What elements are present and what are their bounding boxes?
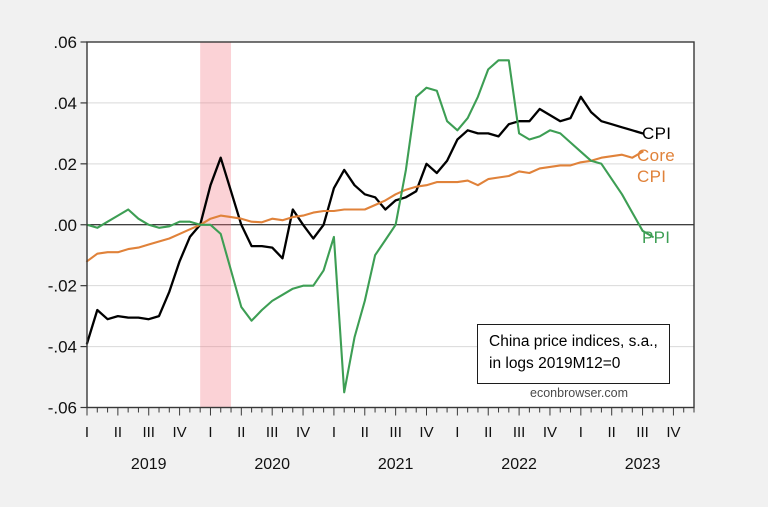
y-tick-label: .02: [53, 155, 77, 174]
cpi-series-label-text: CPI: [642, 124, 672, 143]
core-cpi-series-label-line2: CPI: [637, 167, 667, 186]
ppi-series-label-text: PPI: [642, 228, 671, 247]
y-tick-label: -.06: [48, 399, 77, 418]
quarter-label: II: [608, 424, 616, 441]
quarter-label: I: [455, 424, 459, 441]
plot-frame: [86, 41, 695, 409]
quarter-label: II: [114, 424, 122, 441]
year-label: 2023: [625, 456, 661, 473]
ppi-series-label: PPI: [642, 227, 670, 248]
quarter-label: I: [332, 424, 336, 441]
year-label: 2019: [131, 456, 167, 473]
annotation-line-1: China price indices, s.a.,: [489, 333, 658, 350]
y-tick-label: .06: [53, 33, 77, 52]
year-label: 2022: [501, 456, 537, 473]
core-cpi-series-label-line1: Core: [637, 146, 676, 165]
core-cpi-series-label: Core CPI: [637, 145, 675, 187]
year-label: 2021: [378, 456, 414, 473]
y-tick-label: -.02: [48, 277, 77, 296]
series-line-core-cpi: [85, 150, 644, 263]
quarter-label: III: [389, 424, 402, 441]
y-tick-label: .00: [53, 216, 77, 235]
annotation-line-2: in logs 2019M12=0: [489, 355, 621, 373]
quarter-label: II: [484, 424, 492, 441]
quarter-label: IV: [419, 424, 433, 441]
quarter-label: IV: [543, 424, 557, 441]
quarter-label: III: [513, 424, 526, 441]
year-label: 2020: [254, 456, 290, 473]
quarter-label: I: [85, 424, 89, 441]
cpi-series-label: CPI: [642, 123, 671, 144]
series-line-ppi: [85, 59, 654, 394]
quarter-label: II: [237, 424, 245, 441]
quarter-label: I: [208, 424, 212, 441]
quarter-label: III: [266, 424, 279, 441]
quarter-label: III: [636, 424, 649, 441]
quarter-label: II: [361, 424, 369, 441]
watermark: econbrowser.com: [530, 386, 628, 400]
y-tick-label: -.04: [48, 338, 77, 357]
quarter-label: IV: [666, 424, 680, 441]
series-line-cpi: [85, 95, 644, 345]
y-tick-label: .04: [53, 94, 77, 113]
annotation-box: China price indices, s.a., in logs 2019M…: [477, 324, 670, 384]
quarter-label: III: [142, 424, 155, 441]
quarter-label: I: [579, 424, 583, 441]
quarter-label: IV: [172, 424, 186, 441]
quarter-label: IV: [296, 424, 310, 441]
